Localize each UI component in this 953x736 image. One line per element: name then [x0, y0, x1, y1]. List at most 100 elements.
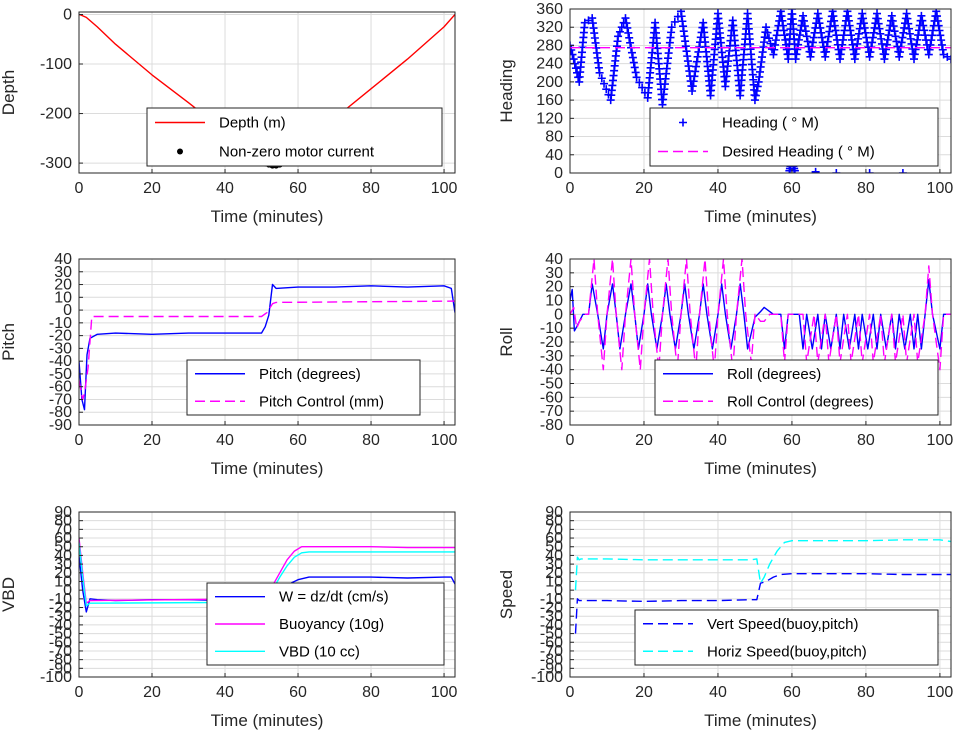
y-tick-label: 30 [54, 264, 72, 281]
series-marker [898, 169, 907, 173]
series-marker [792, 50, 801, 59]
y-tick-label: -20 [540, 334, 563, 351]
series-marker [765, 34, 774, 43]
series-marker [751, 91, 760, 100]
series-marker [892, 37, 901, 46]
y-tick-label: 10 [54, 573, 72, 590]
series-marker [808, 38, 817, 47]
series-marker [824, 32, 833, 41]
y-tick-label: 40 [54, 251, 72, 268]
series-marker [869, 28, 878, 37]
y-tick-label: -20 [49, 600, 72, 617]
legend-box [654, 359, 939, 416]
series-marker [861, 28, 870, 37]
legend: Roll (degrees) Roll Control (degrees) [654, 359, 939, 416]
y-tick-label: -100 [531, 669, 563, 686]
series-marker [629, 58, 638, 67]
y-tick-label: 360 [536, 1, 563, 18]
y-tick-label: -80 [49, 404, 72, 421]
y-tick-label: -20 [540, 600, 563, 617]
x-axis-label: Time (minutes) [704, 711, 817, 730]
x-tick-label: 0 [566, 180, 575, 197]
legend-entry: Pitch Control (mm) [259, 393, 384, 410]
x-tick-label: 0 [75, 180, 84, 197]
series-marker [794, 35, 803, 44]
series-marker [625, 33, 634, 42]
x-tick-label: 20 [143, 432, 161, 449]
series-marker [887, 11, 896, 20]
y-tick-label: 90 [54, 504, 72, 521]
y-tick-label: 240 [536, 56, 563, 73]
y-tick-label: 50 [54, 539, 72, 556]
y-tick-label: -30 [540, 348, 563, 365]
legend-box [634, 609, 939, 666]
y-tick-label: 80 [545, 513, 563, 530]
series-marker [635, 78, 644, 87]
legend: Vert Speed(buoy,pitch) Horiz Speed(buoy,p… [634, 609, 939, 666]
x-tick-label: 60 [289, 684, 307, 701]
y-tick-label: -30 [49, 608, 72, 625]
series-marker [670, 17, 679, 26]
series-marker [822, 42, 831, 51]
x-tick-label: 60 [783, 684, 801, 701]
legend-entry: Non-zero motor current [219, 144, 375, 161]
series-marker [851, 50, 860, 59]
series-marker [877, 34, 886, 43]
series-line-2 [79, 538, 455, 604]
chart-panel-1: 0 20 40 60 80 100 0 -100 -200 -300 Time (minutes) D… [0, 6, 457, 226]
y-tick-label: 20 [54, 565, 72, 582]
series-marker [628, 53, 637, 62]
series-marker [859, 19, 868, 28]
y-tick-label: -100 [40, 56, 72, 73]
series-marker [595, 68, 604, 77]
y-tick-label: -10 [540, 320, 563, 337]
series-marker [910, 50, 919, 59]
y-tick-label: -60 [49, 634, 72, 651]
legend-box [649, 107, 939, 167]
x-axis-label: Time (minutes) [211, 459, 324, 478]
series-marker [935, 26, 944, 35]
chart-panel-5: 0 20 40 60 80 1009080706050403020100-10-20-30… [0, 504, 457, 730]
y-tick-label: -80 [49, 652, 72, 669]
x-tick-label: 100 [927, 180, 953, 197]
series-marker [937, 36, 946, 45]
series-marker [795, 31, 804, 40]
chart-panel-6: 0 20 40 60 80 1009080706050403020100-10-20-30… [497, 504, 953, 730]
y-tick-label: 70 [545, 521, 563, 538]
y-tick-label: 80 [545, 129, 563, 146]
y-tick-label: -50 [540, 376, 563, 393]
y-tick-label: 0 [554, 165, 563, 182]
legend: Heading ( ° M) Desired Heading ( ° M) [649, 107, 939, 167]
chart-panel-4: 0 20 40 60 80 100403020100-10-20-30-40-50-60-… [497, 251, 953, 478]
series-marker [597, 74, 606, 83]
y-axis-label: Depth [0, 70, 18, 115]
series-layer [79, 283, 455, 411]
y-tick-label: 70 [54, 521, 72, 538]
y-tick-label: -50 [49, 366, 72, 383]
y-axis-label: Speed [497, 570, 516, 619]
y-tick-label: -40 [49, 617, 72, 634]
series-marker [817, 33, 826, 42]
x-tick-label: 100 [431, 432, 458, 449]
series-marker [914, 31, 923, 40]
series-marker [927, 36, 936, 45]
series-marker [875, 24, 884, 33]
series-marker [932, 9, 941, 16]
x-tick-label: 80 [362, 432, 380, 449]
series-marker [884, 31, 893, 40]
series-marker [850, 55, 859, 64]
series-marker [813, 9, 822, 18]
series-marker [772, 31, 781, 40]
series-marker [821, 52, 830, 61]
series-marker [814, 14, 823, 23]
x-tick-label: 100 [431, 180, 458, 197]
y-tick-label: -60 [540, 389, 563, 406]
series-marker [910, 55, 919, 64]
series-marker [630, 63, 639, 72]
series-marker [802, 32, 811, 41]
x-tick-label: 80 [857, 432, 875, 449]
y-tick-label: 20 [545, 565, 563, 582]
y-tick-label: -50 [49, 626, 72, 643]
series-marker [763, 28, 772, 37]
